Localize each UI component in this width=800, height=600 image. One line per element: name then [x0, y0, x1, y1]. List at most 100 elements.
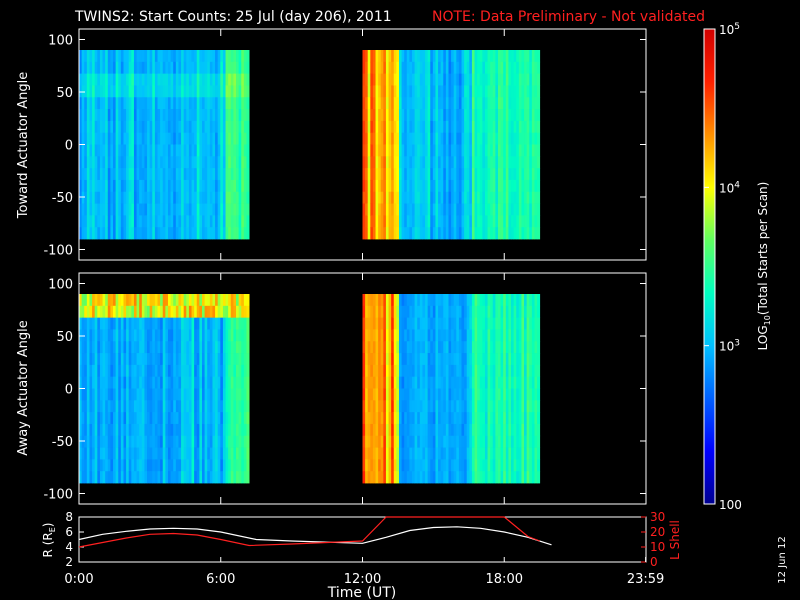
heatmap-cell [412, 294, 416, 307]
heatmap-cell [212, 294, 216, 307]
heatmap-cell [385, 120, 389, 134]
heatmap-cell [456, 203, 460, 216]
heatmap-cell [89, 227, 93, 240]
heatmap-cell [105, 132, 109, 145]
heatmap-cell [230, 168, 234, 181]
heatmap-cell [233, 132, 237, 145]
heatmap-cell [212, 203, 216, 216]
heatmap-cell [484, 341, 488, 354]
heatmap-cell [128, 471, 132, 484]
heatmap-cell [404, 329, 408, 342]
heatmap-cell [241, 132, 245, 145]
heatmap-cell [443, 85, 447, 98]
heatmap-cell [443, 109, 447, 122]
heatmap-cell [417, 341, 421, 354]
heatmap-cell [412, 400, 416, 413]
heatmap-cell [92, 305, 96, 319]
heatmap-cell [508, 471, 512, 484]
heatmap-cell [207, 191, 211, 204]
heatmap-cell [445, 179, 449, 193]
heatmap-cell [204, 435, 208, 448]
heatmap-cell [513, 412, 517, 425]
heatmap-cell [440, 179, 444, 193]
heatmap-cell [477, 471, 481, 484]
heatmap-cell [173, 73, 177, 86]
heatmap-cell [123, 120, 127, 134]
heatmap-cell [409, 376, 413, 389]
heatmap-cell [186, 294, 190, 307]
heatmap-cell [404, 317, 408, 330]
heatmap-cell [188, 168, 192, 181]
heatmap-cell [479, 109, 483, 122]
heatmap-cell [170, 227, 174, 240]
heatmap-cell [84, 317, 88, 330]
heatmap-cell [196, 109, 200, 122]
heatmap-cell [461, 132, 465, 145]
heatmap-cell [490, 73, 494, 86]
heatmap-cell [383, 97, 387, 110]
heatmap-cell [396, 341, 400, 354]
heatmap-cell [484, 168, 488, 181]
heatmap-cell [456, 168, 460, 181]
heatmap-cell [471, 50, 475, 63]
heatmap-cell [178, 203, 182, 216]
heatmap-cell [141, 294, 145, 307]
heatmap-cell [99, 120, 103, 134]
heatmap-cell [230, 412, 234, 425]
heatmap-cell [97, 412, 101, 425]
heatmap-cell [181, 61, 185, 75]
heatmap-cell [89, 85, 93, 98]
heatmap-cell [404, 109, 408, 122]
heatmap-cell [471, 132, 475, 145]
heatmap-cell [147, 376, 151, 389]
heatmap-cell [495, 447, 499, 460]
heatmap-cell [199, 353, 203, 366]
heatmap-cell [495, 144, 499, 157]
heatmap-cell [511, 85, 515, 98]
heatmap-cell [241, 364, 245, 378]
heatmap-cell [236, 144, 240, 157]
heatmap-cell [521, 400, 525, 413]
heatmap-cell [513, 294, 517, 307]
heatmap-cell [220, 203, 224, 216]
heatmap-cell [144, 97, 148, 110]
heatmap-cell [474, 73, 478, 86]
heatmap-cell [123, 341, 127, 354]
heatmap-cell [453, 61, 457, 75]
heatmap-cell [458, 447, 462, 460]
heatmap-cell [458, 400, 462, 413]
heatmap-cell [425, 85, 429, 98]
heatmap-cell [521, 423, 525, 437]
heatmap-cell [417, 294, 421, 307]
heatmap-cell [524, 435, 528, 448]
heatmap-cell [236, 203, 240, 216]
heatmap-cell [107, 471, 111, 484]
heatmap-cell [432, 61, 436, 75]
heatmap-cell [451, 203, 455, 216]
heatmap-cell [396, 85, 400, 98]
heatmap-cell [207, 317, 211, 330]
heatmap-cell [375, 317, 379, 330]
heatmap-cell [147, 329, 151, 342]
heatmap-cell [102, 132, 106, 145]
heatmap-cell [217, 353, 221, 366]
heatmap-cell [94, 435, 98, 448]
heatmap-cell [443, 412, 447, 425]
heatmap-cell [144, 341, 148, 354]
heatmap-cell [445, 435, 449, 448]
heatmap-cell [209, 305, 213, 319]
heatmap-cell [537, 412, 541, 425]
heatmap-cell [209, 329, 213, 342]
heatmap-cell [113, 400, 117, 413]
y-tick-label: 50 [56, 86, 73, 101]
heatmap-cell [482, 376, 486, 389]
heatmap-cell [529, 305, 533, 319]
heatmap-cell [500, 50, 504, 63]
heatmap-cell [435, 144, 439, 157]
heatmap-cell [469, 305, 473, 319]
heatmap-cell [194, 132, 198, 145]
heatmap-cell [440, 305, 444, 319]
heatmap-cell [505, 317, 509, 330]
heatmap-cell [438, 364, 442, 378]
heatmap-cell [238, 132, 242, 145]
